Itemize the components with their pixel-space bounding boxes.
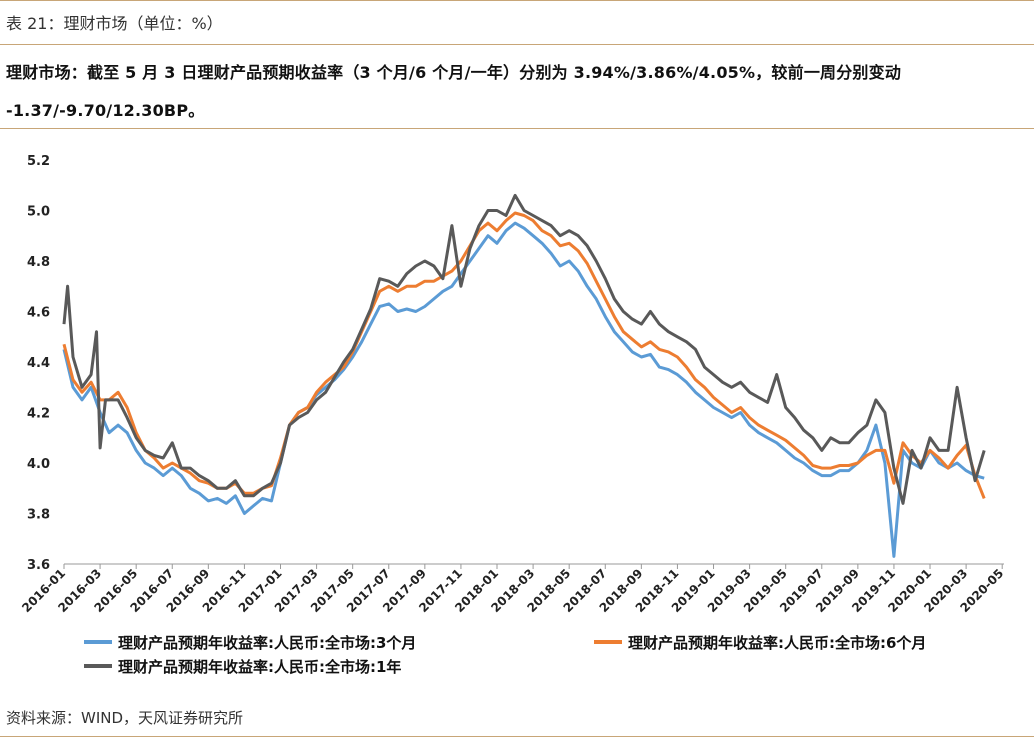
legend-label: 理财产品预期年收益率:人民币:全市场:6个月 — [628, 634, 926, 652]
divider — [0, 736, 1034, 737]
summary-text: 理财市场：截至 5 月 3 日理财产品预期收益率（3 个月/6 个月/一年）分别… — [6, 63, 902, 120]
line-chart: 3.6 3.8 4.0 4.2 4.4 4.6 4.8 5.0 5.2 2016-012016-… — [19, 154, 1006, 676]
y-tick-label: 5.0 — [27, 205, 50, 220]
series-line-3 — [62, 193, 986, 505]
x-axis-ticks: 2016-012016-032016-052016-072016-092016-… — [19, 564, 1006, 615]
y-tick-label: 4.8 — [27, 255, 50, 270]
y-tick-label: 4.6 — [27, 306, 50, 321]
legend-label: 理财产品预期年收益率:人民币:全市场:1年 — [118, 658, 401, 676]
y-tick-label: 4.0 — [27, 457, 50, 472]
top-rule — [0, 0, 1034, 1]
divider — [0, 128, 1034, 129]
y-tick-label: 3.8 — [27, 508, 50, 523]
y-axis-ticks: 3.6 3.8 4.0 4.2 4.4 4.6 4.8 5.0 5.2 — [27, 154, 50, 573]
legend-label: 理财产品预期年收益率:人民币:全市场:3个月 — [118, 634, 416, 652]
chart-legend: 理财产品预期年收益率:人民币:全市场:3个月 理财产品预期年收益率:人民币:全市场… — [84, 634, 926, 676]
series-line-2 — [62, 211, 986, 499]
series-line-1 — [62, 221, 985, 558]
y-tick-label: 4.2 — [27, 407, 50, 422]
series-lines — [62, 193, 986, 558]
divider — [0, 44, 1034, 45]
y-tick-label: 4.4 — [27, 356, 50, 371]
source-note: 资料来源：WIND，天风证券研究所 — [6, 709, 244, 727]
y-tick-label: 5.2 — [27, 154, 50, 169]
y-tick-label: 3.6 — [27, 558, 50, 573]
table-title: 表 21：理财市场（单位：%） — [6, 14, 223, 33]
